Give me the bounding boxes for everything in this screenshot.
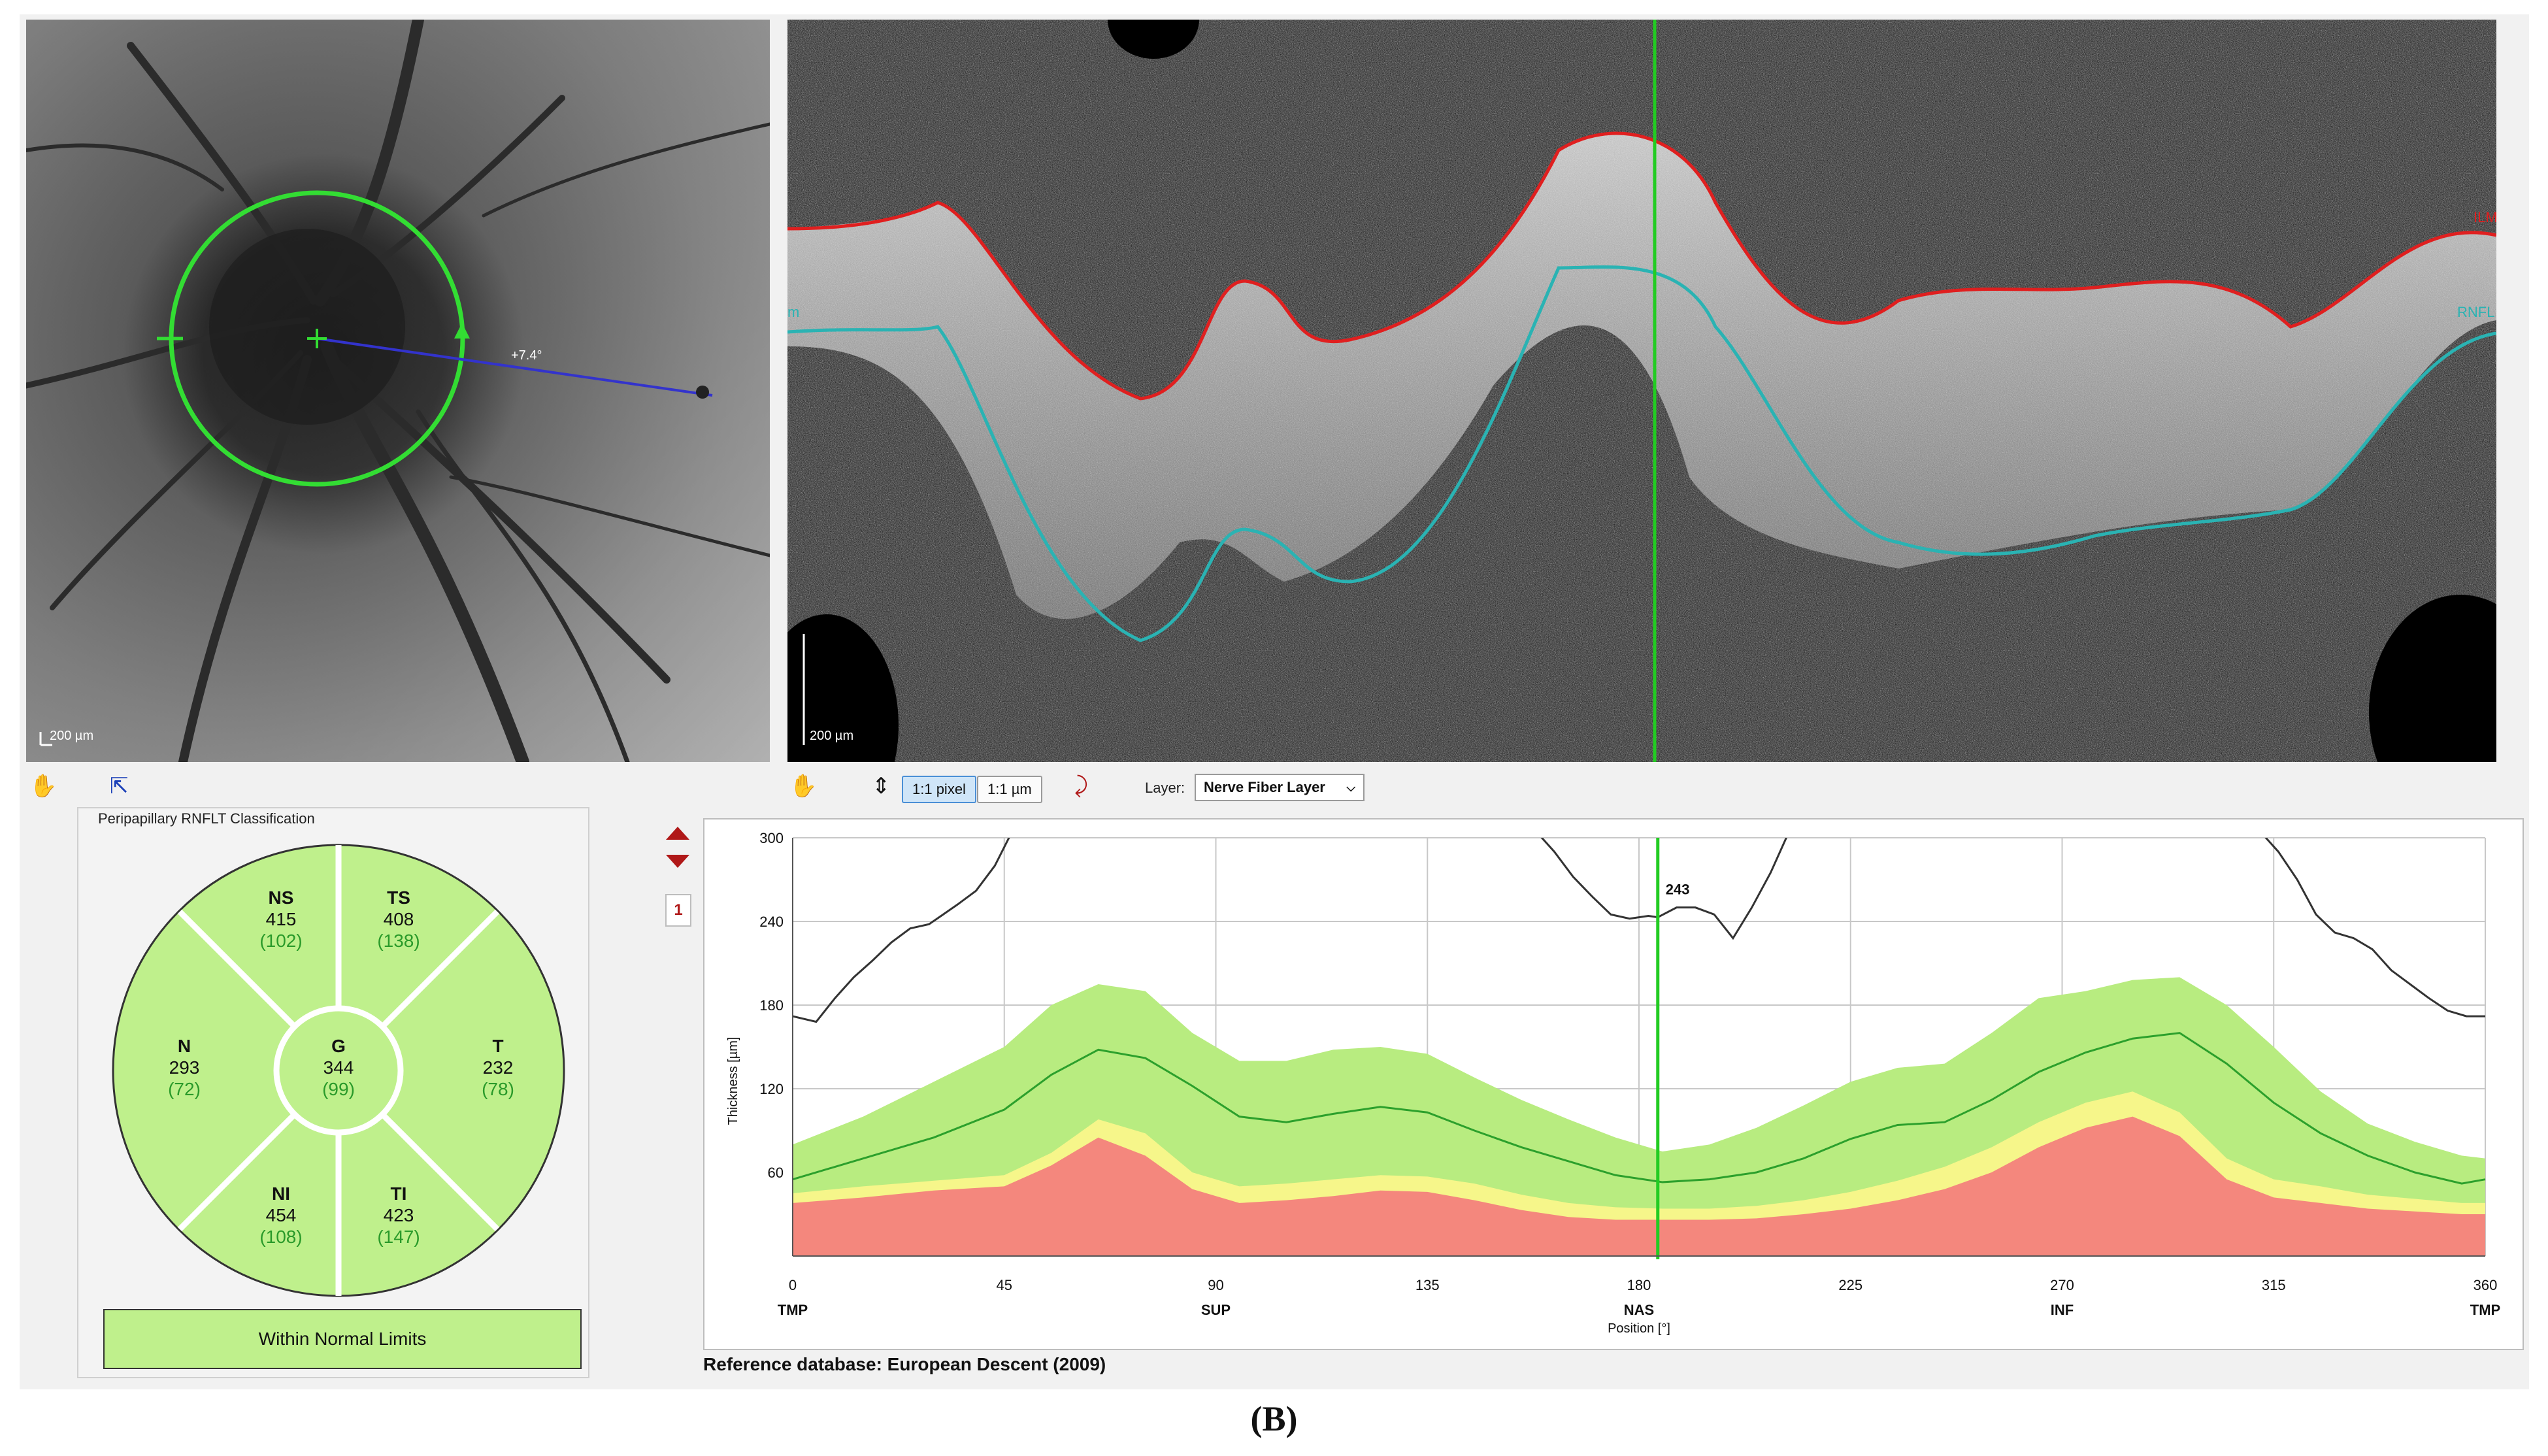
sector-ref: (138) xyxy=(377,931,420,951)
x-tick-label: 360 xyxy=(2474,1277,2498,1293)
thickness-chart: 243 60 120 180 240 300 0 45 90 135 180 225 270 315 36… xyxy=(703,818,2524,1350)
position-label: SUP xyxy=(1201,1302,1231,1318)
y-tick-label: 60 xyxy=(768,1165,784,1181)
layer-select-value: Nerve Fiber Layer xyxy=(1204,779,1325,795)
ilm-label: ILM xyxy=(2474,209,2496,225)
normative-mean-line xyxy=(792,1032,2486,1185)
sector-ti[interactable]: TI 423 (147) xyxy=(377,1183,420,1247)
x-tick-label: 0 xyxy=(789,1277,797,1293)
measured-thickness-line xyxy=(2264,838,2485,1018)
sector-ref: (147) xyxy=(377,1227,420,1247)
scroll-down-arrow-icon[interactable] xyxy=(666,855,689,868)
page-badge[interactable]: 1 xyxy=(665,894,691,927)
reference-database-label: Reference database: European Descent (20… xyxy=(703,1354,1106,1374)
sector-value: 415 xyxy=(266,909,297,929)
sector-code: N xyxy=(178,1036,191,1056)
micron-scale-button[interactable]: 1:1 µm xyxy=(977,776,1042,803)
sector-value: 454 xyxy=(266,1205,297,1225)
pointer-icon[interactable]: ⇱ xyxy=(110,774,129,799)
sector-code: TS xyxy=(387,887,410,908)
sector-code: G xyxy=(331,1036,346,1056)
y-axis-title: Thickness [µm] xyxy=(726,1037,740,1125)
sector-n[interactable]: N 293 (72) xyxy=(168,1036,201,1099)
x-tick-label: 225 xyxy=(1838,1277,1862,1293)
classification-title: Peripapillary RNFLT Classification xyxy=(98,810,315,827)
x-tick-label: 270 xyxy=(2050,1277,2074,1293)
sector-ref: (78) xyxy=(482,1079,514,1099)
rnfl-label: RNFL xyxy=(2457,304,2494,320)
x-tick-label: 45 xyxy=(997,1277,1012,1293)
position-label: TMP xyxy=(778,1302,808,1318)
fundus-graphic: +7.4° xyxy=(26,20,770,762)
red-band xyxy=(793,1116,2485,1256)
x-axis-title: Position [°] xyxy=(1608,1321,1670,1336)
sector-ni[interactable]: NI 454 (108) xyxy=(259,1183,302,1247)
normative-bands xyxy=(793,977,2485,1256)
sector-code: NI xyxy=(272,1183,290,1204)
chart-axes: 60 120 180 240 300 0 45 90 135 180 225 270 315 360 TMP… xyxy=(759,830,2500,1318)
layer-label: Layer: xyxy=(1145,780,1185,796)
angle-label: +7.4° xyxy=(511,348,542,363)
position-label: TMP xyxy=(2470,1302,2500,1318)
thickness-lines: 243 xyxy=(792,838,2486,1259)
x-tick-label: 90 xyxy=(1208,1277,1223,1293)
x-tick-label: 180 xyxy=(1627,1277,1651,1293)
rnfl-boundary xyxy=(787,265,2496,642)
pixel-scale-button[interactable]: 1:1 pixel xyxy=(902,776,976,803)
scale-icon[interactable]: ⇕ xyxy=(872,774,891,799)
sector-value: 232 xyxy=(483,1057,514,1078)
fundus-image[interactable]: +7.4° 200 µm xyxy=(26,20,770,762)
sector-ref: (99) xyxy=(322,1079,355,1099)
sector-g[interactable]: G 344 (99) xyxy=(322,1036,355,1099)
sector-value: 408 xyxy=(384,909,414,929)
classification-result: Within Normal Limits xyxy=(103,1309,582,1369)
position-label: NAS xyxy=(1624,1302,1654,1318)
y-tick-label: 120 xyxy=(759,1081,784,1097)
sector-t[interactable]: T 232 (78) xyxy=(482,1036,514,1099)
hand-icon[interactable]: ✋ xyxy=(789,774,818,799)
sector-diagram: NS 415 (102) TS 408 (138) N 293 (72) G 3… xyxy=(112,844,565,1297)
position-label: INF xyxy=(2051,1302,2074,1318)
x-tick-label: 315 xyxy=(2262,1277,2286,1293)
hand-icon[interactable]: ✋ xyxy=(29,774,58,799)
scroll-up-arrow-icon[interactable] xyxy=(666,827,689,840)
y-tick-label: 180 xyxy=(759,997,784,1014)
sector-ref: (108) xyxy=(259,1227,302,1247)
sector-code: T xyxy=(492,1036,503,1056)
sector-code: TI xyxy=(391,1183,407,1204)
sector-value: 344 xyxy=(323,1057,354,1078)
sector-value: 293 xyxy=(169,1057,200,1078)
sector-ns[interactable]: NS 415 (102) xyxy=(259,887,302,951)
fovea-line xyxy=(316,337,713,397)
ilm-boundary xyxy=(787,131,2496,401)
x-tick-label: 135 xyxy=(1415,1277,1440,1293)
sector-code: NS xyxy=(269,887,294,908)
cursor-value-label: 243 xyxy=(1666,882,1690,898)
layer-select[interactable]: Nerve Fiber Layer ⌵ xyxy=(1195,774,1365,801)
sector-value: 423 xyxy=(384,1205,414,1225)
sector-ref: (102) xyxy=(259,931,302,951)
thickness-chart-svg: 243 60 120 180 240 300 0 45 90 135 180 225 270 315 36… xyxy=(726,830,2500,1336)
sector-ts[interactable]: TS 408 (138) xyxy=(377,887,420,951)
oct-bscan-image[interactable]: ILM RNFL m 200 µm xyxy=(787,20,2496,762)
left-edge-label: m xyxy=(787,304,799,320)
bscan-scale-label: 200 µm xyxy=(810,729,854,743)
y-tick-label: 240 xyxy=(759,914,784,930)
layer-pointer-icon[interactable]: ⤸ xyxy=(1074,773,1088,798)
sector-ref: (72) xyxy=(168,1079,201,1099)
y-tick-label: 300 xyxy=(759,830,784,846)
bscan-graphic: ILM RNFL m xyxy=(787,20,2496,762)
figure-caption: (B) xyxy=(1250,1399,1298,1438)
fundus-scale-label: 200 µm xyxy=(50,729,94,743)
measured-thickness-line xyxy=(793,838,1010,1023)
chevron-down-icon: ⌵ xyxy=(1346,780,1355,794)
